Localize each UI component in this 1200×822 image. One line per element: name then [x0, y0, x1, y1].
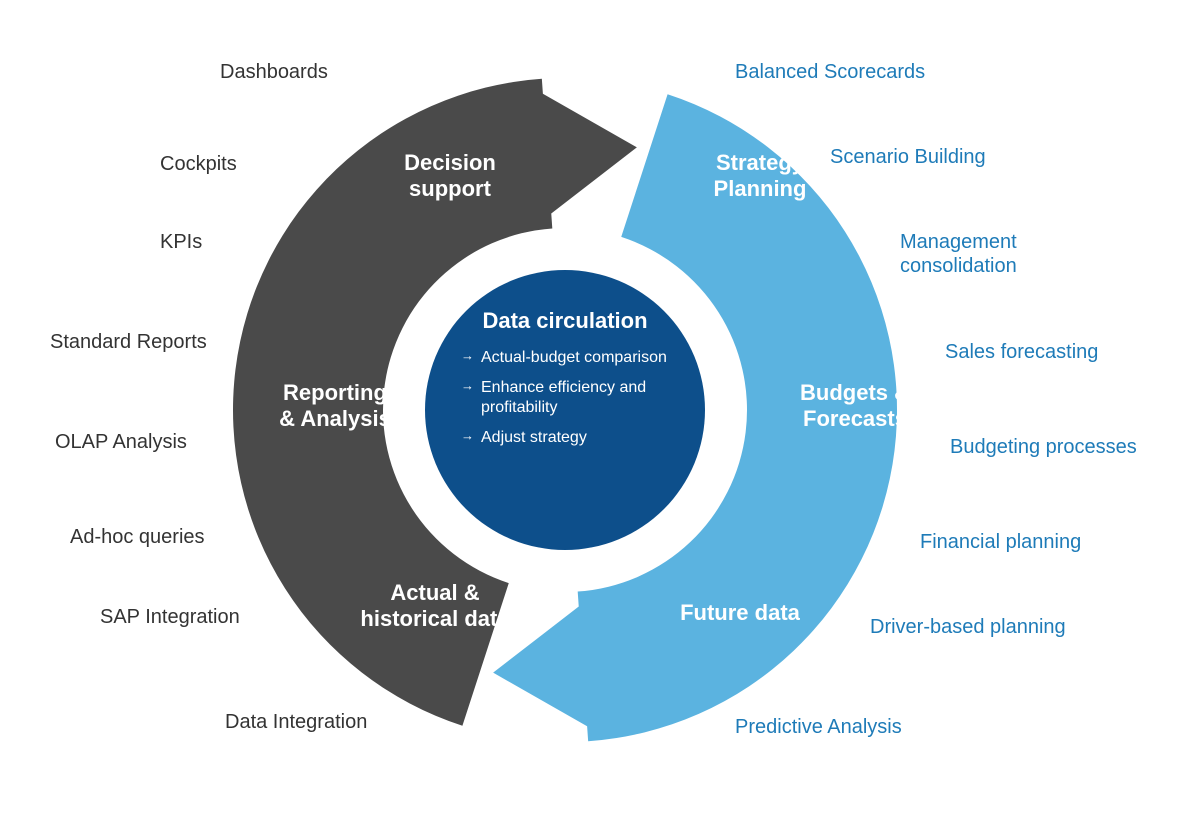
outer-label: Standard Reports: [50, 330, 207, 354]
center-title: Data circulation: [443, 308, 687, 334]
center-list: Actual-budget comparison Enhance efficie…: [443, 348, 687, 448]
ring-label-future-data: Future data: [650, 600, 830, 626]
outer-label: Driver-based planning: [870, 615, 1066, 639]
center-item: Actual-budget comparison: [461, 348, 669, 368]
center-item: Enhance efficiency and profitability: [461, 378, 669, 418]
diagram-stage: Data circulation Actual-budget compariso…: [0, 0, 1200, 822]
center-circle: Data circulation Actual-budget compariso…: [425, 270, 705, 550]
ring-label-actual-historical: Actual &historical data: [335, 580, 535, 633]
outer-label: OLAP Analysis: [55, 430, 187, 454]
outer-label: Budgeting processes: [950, 435, 1137, 459]
outer-label: Predictive Analysis: [735, 715, 902, 739]
ring-label-budgets-forecasts: Budgets &Forecasts: [775, 380, 935, 433]
ring-label-reporting-analysis: Reporting& Analysis: [255, 380, 415, 433]
outer-label: Scenario Building: [830, 145, 986, 169]
outer-label: Data Integration: [225, 710, 367, 734]
ring-label-strategy-planning: StrategyPlanning: [680, 150, 840, 203]
ring-label-decision-support: Decisionsupport: [370, 150, 530, 203]
outer-label: Dashboards: [220, 60, 328, 84]
outer-label: Balanced Scorecards: [735, 60, 925, 84]
outer-label: SAP Integration: [100, 605, 240, 629]
outer-label: KPIs: [160, 230, 202, 254]
outer-label: Ad-hoc queries: [70, 525, 205, 549]
outer-label: Sales forecasting: [945, 340, 1098, 364]
outer-label: Managementconsolidation: [900, 230, 1080, 278]
outer-label: Cockpits: [160, 152, 237, 176]
center-item: Adjust strategy: [461, 428, 669, 448]
outer-label: Financial planning: [920, 530, 1081, 554]
